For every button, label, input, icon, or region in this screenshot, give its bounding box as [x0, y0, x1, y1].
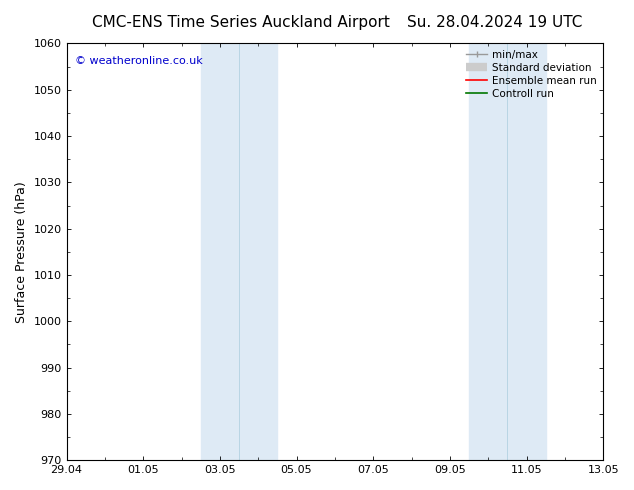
Bar: [239, 44, 277, 460]
Bar: [469, 44, 507, 460]
Text: CMC-ENS Time Series Auckland Airport: CMC-ENS Time Series Auckland Airport: [92, 15, 390, 30]
Bar: [507, 44, 546, 460]
Legend: min/max, Standard deviation, Ensemble mean run, Controll run: min/max, Standard deviation, Ensemble me…: [463, 47, 600, 102]
Text: © weatheronline.co.uk: © weatheronline.co.uk: [75, 56, 202, 66]
Text: Su. 28.04.2024 19 UTC: Su. 28.04.2024 19 UTC: [407, 15, 582, 30]
Title: CMC-ENS Time Series Auckland Airport    Su. 28.04.2024 19 UTC: CMC-ENS Time Series Auckland Airport Su.…: [0, 489, 1, 490]
Y-axis label: Surface Pressure (hPa): Surface Pressure (hPa): [15, 181, 28, 323]
Bar: [201, 44, 239, 460]
